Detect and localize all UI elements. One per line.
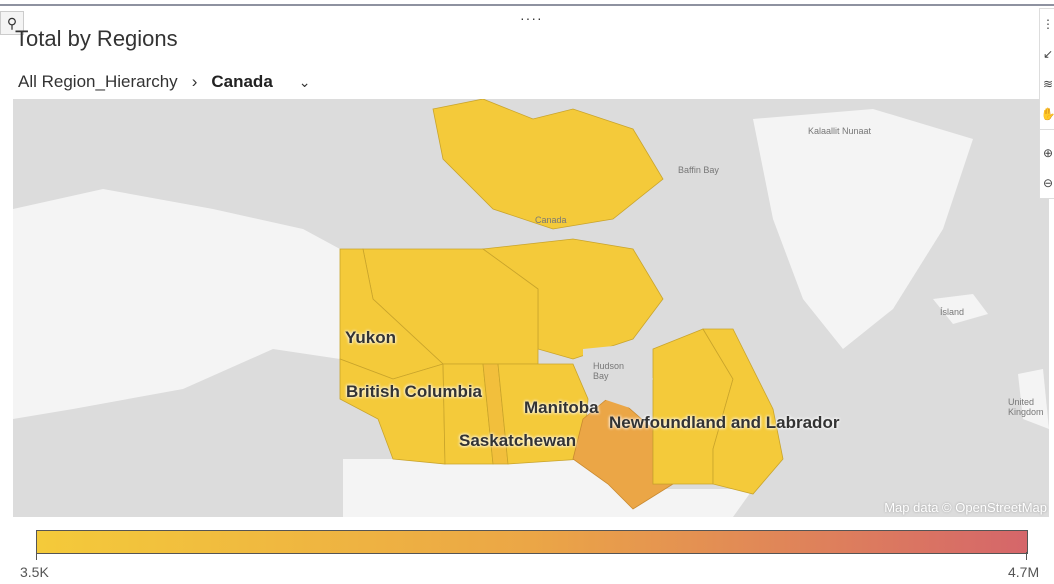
legend-tick-max: [1026, 552, 1027, 560]
label-saskatchewan: Saskatchewan: [459, 431, 577, 450]
more-icon[interactable]: ⋮: [1042, 17, 1054, 31]
map-attribution: Map data © OpenStreetMap: [884, 500, 1047, 515]
land-alaska: [13, 189, 340, 419]
label-yukon: Yukon: [345, 328, 397, 347]
land-iceland: [933, 294, 988, 324]
top-border: [0, 4, 1054, 6]
geo-label-canada: Canada: [535, 215, 567, 225]
layers-icon[interactable]: ≋: [1042, 77, 1054, 91]
region-arctic-islands: [432, 99, 664, 230]
breadcrumb-root[interactable]: All Region_Hierarchy: [18, 72, 178, 91]
hudson-bay: [583, 344, 653, 409]
land-uk: [1018, 369, 1049, 429]
region-newfoundland-and-labrador[interactable]: [702, 328, 784, 495]
zoom-in-icon[interactable]: ⊕: [1042, 146, 1054, 160]
map-view[interactable]: Kalaallit Nunaat Baffin Bay Hudson Bay Í…: [13, 99, 1049, 517]
land-usa: [343, 459, 753, 517]
pan-icon[interactable]: ✋: [1040, 107, 1054, 121]
land-greenland: [753, 109, 973, 349]
map-toolbar: ⋮ ↙ ≋ ✋ ⊕ ⊖: [1039, 8, 1054, 199]
label-newfoundland: Newfoundland and Labrador: [609, 413, 840, 432]
breadcrumb-current: Canada: [211, 72, 273, 91]
geo-label-island: Ísland: [940, 307, 965, 317]
label-british-columbia: British Columbia: [346, 382, 483, 401]
search-icon[interactable]: ⚲: [0, 11, 24, 35]
legend-max: 4.7M: [1008, 564, 1040, 580]
toolbar-divider: [1040, 129, 1054, 138]
collapse-icon[interactable]: ↙: [1042, 47, 1054, 61]
chevron-down-icon[interactable]: ⌄: [298, 73, 311, 90]
drag-handle[interactable]: ····: [520, 10, 543, 26]
zoom-out-icon[interactable]: ⊖: [1042, 176, 1054, 190]
map-svg: [13, 99, 1049, 517]
geo-label-hudson: Hudson Bay: [593, 361, 625, 381]
chevron-right-icon: ›: [191, 72, 198, 91]
breadcrumb: All Region_Hierarchy › Canada ⌄: [18, 72, 311, 92]
geo-label-baffin: Baffin Bay: [678, 165, 719, 175]
color-legend-bar: [36, 530, 1028, 554]
label-manitoba: Manitoba: [524, 398, 599, 417]
legend-min: 3.5K: [20, 564, 49, 580]
page-title: Total by Regions: [15, 26, 178, 51]
legend-tick-min: [36, 552, 37, 560]
region-british-columbia[interactable]: [339, 358, 446, 465]
geo-label-kalaallit: Kalaallit Nunaat: [808, 126, 872, 136]
geo-label-uk: United Kingdom: [1008, 397, 1044, 417]
